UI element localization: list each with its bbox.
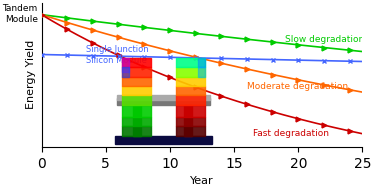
Text: Tandem: Tandem — [2, 4, 38, 13]
Text: Fast degradation: Fast degradation — [253, 129, 329, 138]
Y-axis label: Energy Yield: Energy Yield — [26, 40, 36, 109]
Text: Slow degradation: Slow degradation — [285, 35, 365, 44]
Text: Moderate degradation: Moderate degradation — [247, 82, 348, 91]
X-axis label: Year: Year — [190, 176, 214, 186]
Text: Silicon Module: Silicon Module — [86, 56, 147, 65]
Text: Single Junction: Single Junction — [86, 45, 149, 54]
Text: Module: Module — [4, 15, 38, 24]
